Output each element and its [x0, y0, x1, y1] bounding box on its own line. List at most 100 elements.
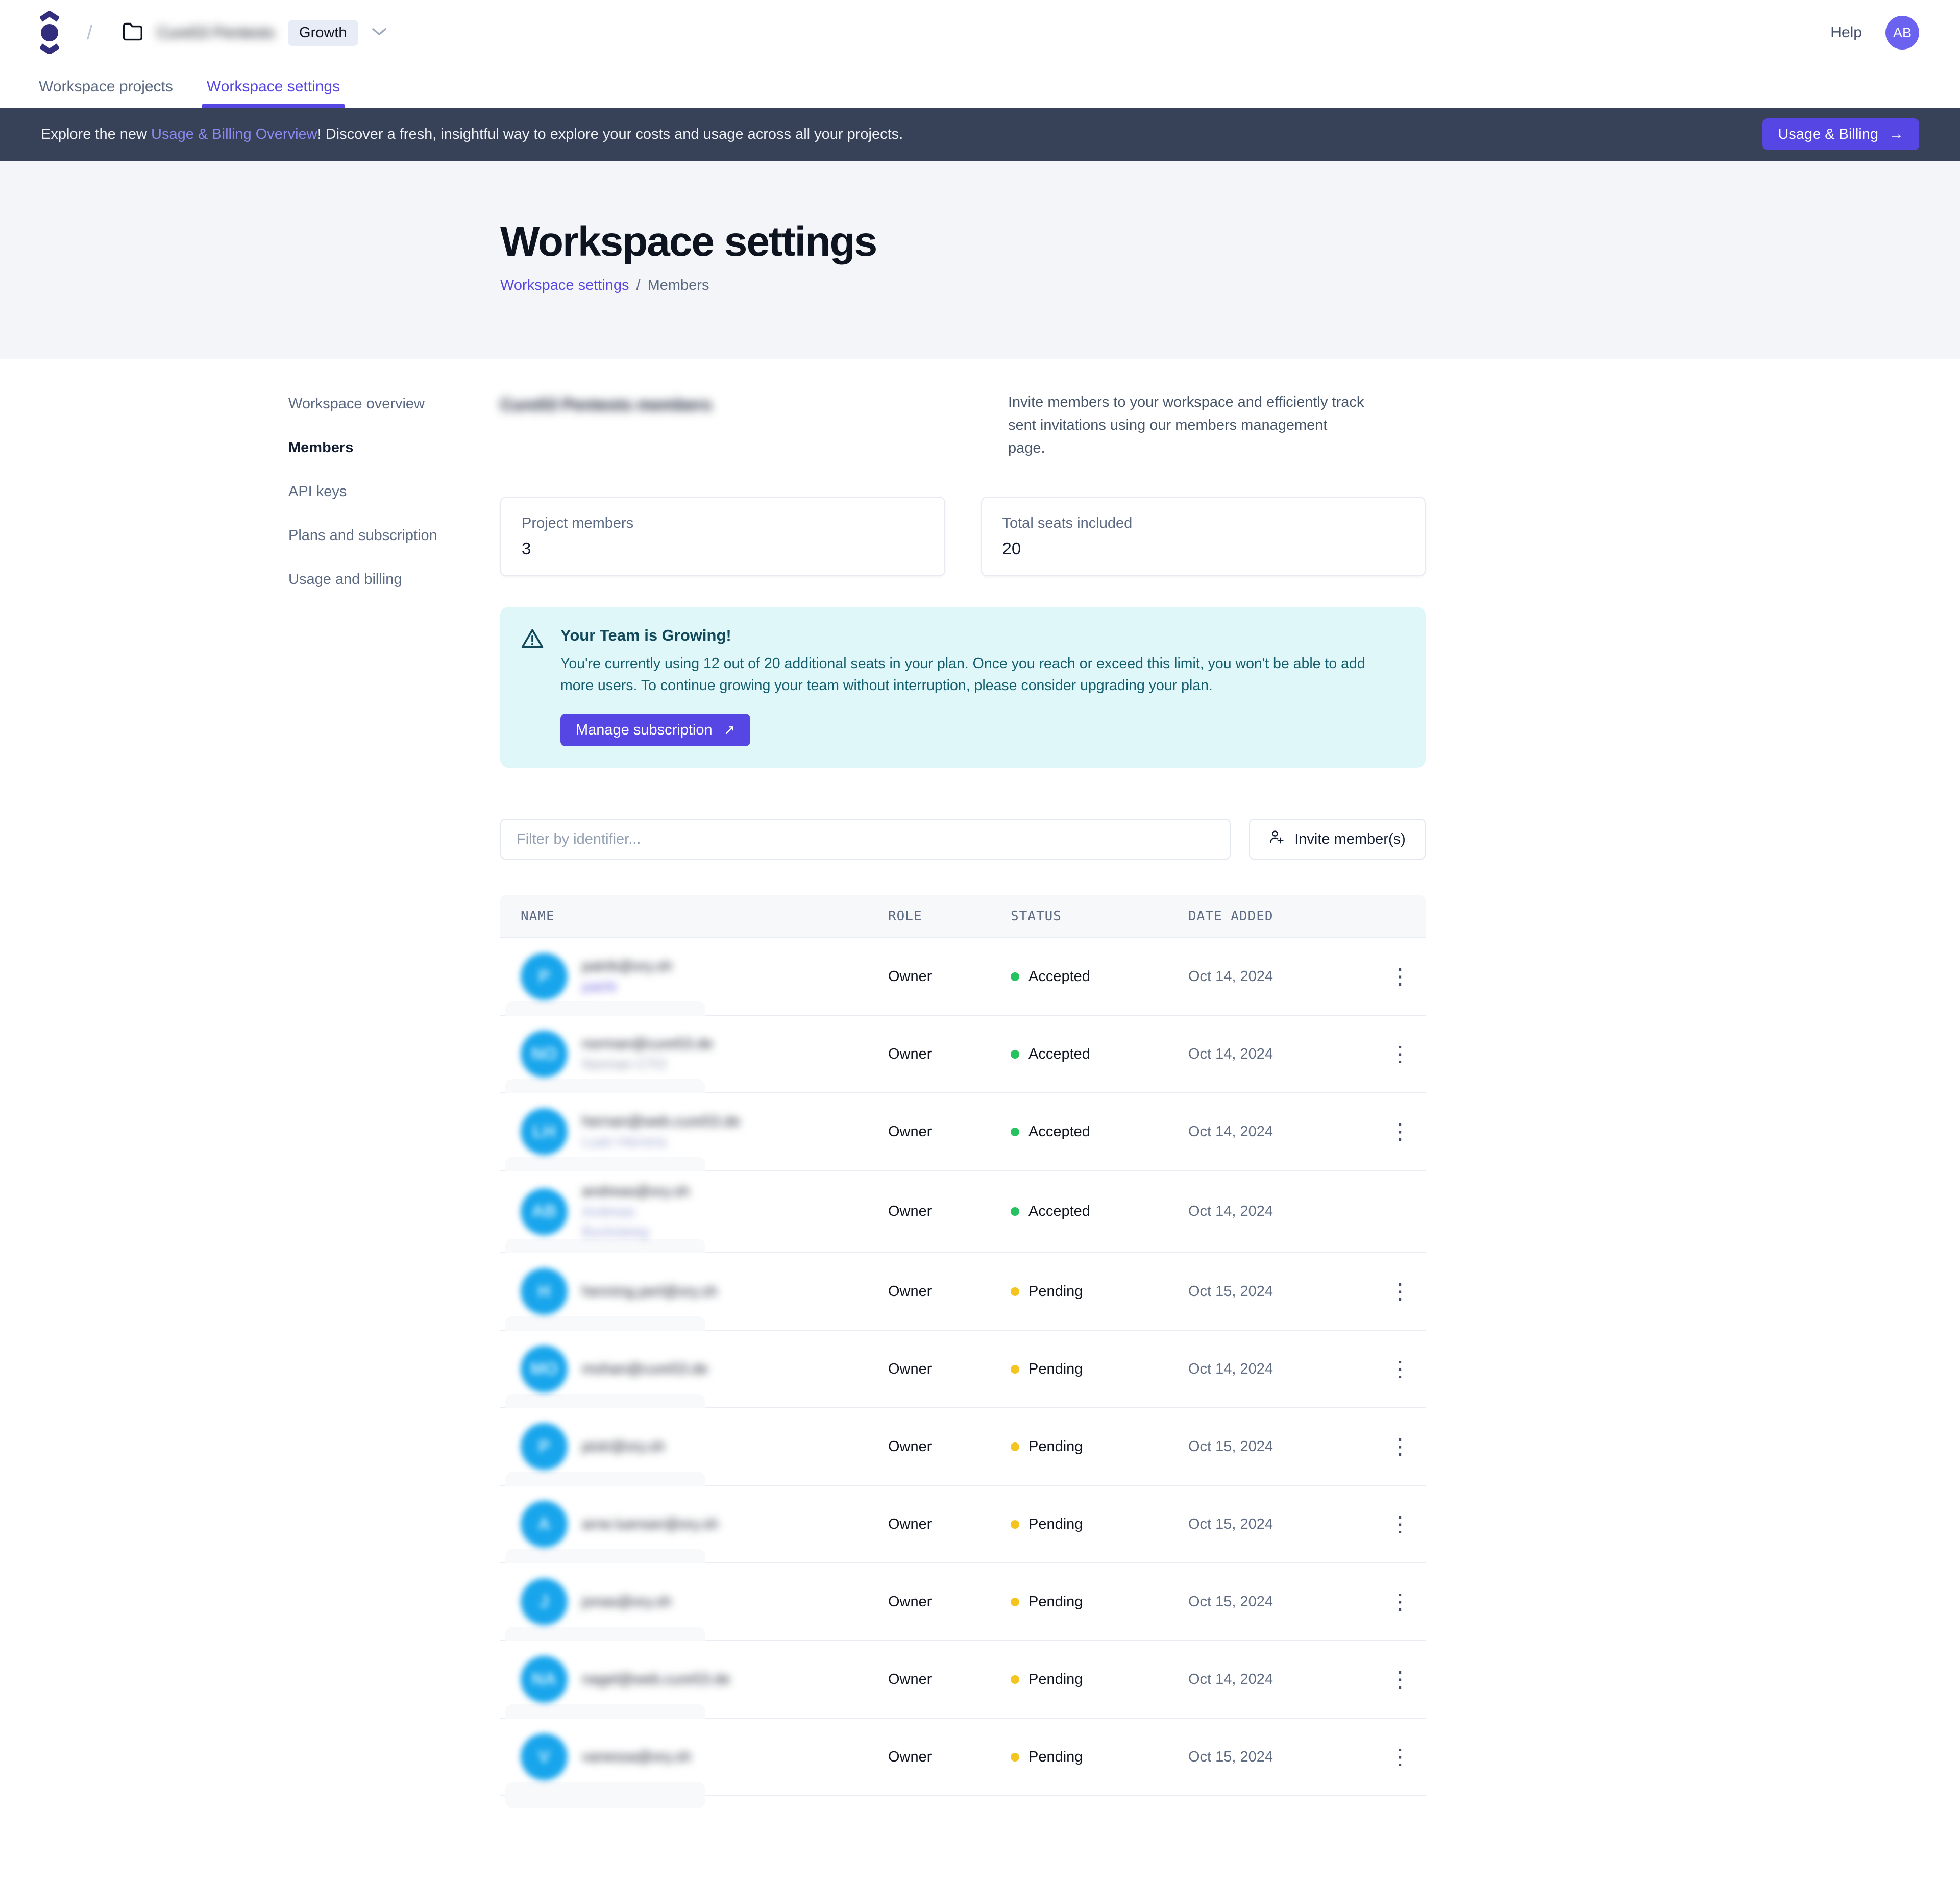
- row-menu-button[interactable]: ⋮: [1381, 964, 1419, 989]
- tab-workspace-settings[interactable]: Workspace settings: [201, 65, 346, 108]
- status-dot: [1011, 1442, 1019, 1451]
- sidebar-item-api-keys[interactable]: API keys: [288, 483, 347, 500]
- member-avatar: MO: [521, 1346, 568, 1393]
- user-avatar[interactable]: AB: [1885, 16, 1919, 50]
- member-role: Owner: [888, 968, 932, 985]
- row-menu-button[interactable]: ⋮: [1381, 1667, 1419, 1692]
- project-members-card: Project members 3: [500, 496, 945, 576]
- status-label: Accepted: [1028, 1045, 1090, 1062]
- member-date-added: Oct 15, 2024: [1188, 1438, 1273, 1455]
- card-value: 3: [522, 539, 531, 558]
- row-menu-button[interactable]: ⋮: [1381, 1041, 1419, 1067]
- column-header-date-added: DATE ADDED: [1188, 909, 1273, 924]
- member-role: Owner: [888, 1203, 932, 1220]
- member-menu-cell: ⋮: [1381, 1589, 1419, 1615]
- manage-subscription-button[interactable]: Manage subscription ↗: [560, 714, 751, 747]
- member-display-name[interactable]: Luan Herrera: [582, 1134, 666, 1150]
- member-name-cell: AB andreas@ory.sh Andreas Bucksteeg: [521, 1171, 888, 1252]
- warning-triangle-icon: [521, 626, 545, 747]
- column-header-name: NAME: [521, 909, 555, 924]
- row-menu-button[interactable]: ⋮: [1381, 1744, 1419, 1770]
- row-menu-button[interactable]: ⋮: [1381, 1279, 1419, 1304]
- settings-sidenav: Workspace overview Members API keys Plans a…: [288, 391, 470, 610]
- status-dot: [1011, 1364, 1019, 1374]
- sidebar-item-usage-and-billing[interactable]: Usage and billing: [288, 571, 402, 588]
- banner-text-suffix: ! Discover a fresh, insightful way to ex…: [317, 126, 903, 142]
- member-status: Pending: [1011, 1516, 1188, 1533]
- filter-input[interactable]: [500, 819, 1231, 860]
- invite-members-button[interactable]: Invite member(s): [1249, 819, 1426, 860]
- member-avatar: V: [521, 1733, 568, 1781]
- app-logo-icon[interactable]: [39, 10, 60, 55]
- members-page: Cure53 Pentests members Invite members t…: [500, 391, 1426, 1883]
- member-role: Owner: [888, 1671, 932, 1688]
- sidebar-item-plans-and-subscription[interactable]: Plans and subscription: [288, 527, 437, 544]
- sidebar-item-workspace-overview[interactable]: Workspace overview: [288, 395, 425, 412]
- banner-text-prefix: Explore the new: [41, 126, 152, 142]
- card-label: Project members: [522, 515, 634, 531]
- member-email: andreas@ory.sh: [582, 1183, 690, 1200]
- member-email: norman@cure53.de: [582, 1036, 713, 1053]
- workspace-switcher[interactable]: Cure53 Pentests Growth: [122, 19, 387, 46]
- member-email: mohan@cure53.de: [582, 1360, 708, 1377]
- member-display-name[interactable]: Norman CTO: [582, 1056, 667, 1072]
- member-identity: mohan@cure53.de: [582, 1361, 708, 1378]
- members-heading: Cure53 Pentests members: [500, 395, 712, 414]
- member-menu-cell: ⋮: [1381, 1511, 1419, 1537]
- plan-badge: Growth: [288, 19, 358, 46]
- status-label: Pending: [1028, 1283, 1083, 1300]
- tab-workspace-projects[interactable]: Workspace projects: [39, 78, 173, 95]
- member-menu-cell: ⋮: [1381, 1041, 1419, 1067]
- person-add-icon: [1269, 829, 1285, 849]
- usage-billing-button-label: Usage & Billing: [1778, 126, 1878, 142]
- table-row: NO norman@cure53.de Norman CTO Owner Accepte…: [500, 1016, 1426, 1106]
- member-date-added: Oct 14, 2024: [1188, 968, 1273, 985]
- usage-billing-button[interactable]: Usage & Billing →: [1762, 118, 1919, 150]
- member-date-added: Oct 14, 2024: [1188, 1203, 1273, 1220]
- row-menu-button[interactable]: ⋮: [1381, 1119, 1419, 1144]
- member-identity: jonas@ory.sh: [582, 1594, 672, 1610]
- member-date-added: Oct 15, 2024: [1188, 1593, 1273, 1610]
- chevron-down-icon: [372, 27, 387, 39]
- member-menu-cell: ⋮: [1381, 1667, 1419, 1692]
- member-role: Owner: [888, 1593, 932, 1610]
- member-name-cell: LH hernan@web.cure53.de Luan Herrera: [521, 1096, 888, 1167]
- status-dot: [1011, 1597, 1019, 1606]
- member-display-name[interactable]: Andreas: [582, 1204, 635, 1220]
- breadcrumb-link-workspace-settings[interactable]: Workspace settings: [500, 277, 629, 294]
- status-dot: [1011, 1675, 1019, 1684]
- row-menu-button[interactable]: ⋮: [1381, 1511, 1419, 1537]
- arrow-right-icon: →: [1889, 126, 1904, 142]
- member-status: Accepted: [1011, 1123, 1188, 1140]
- status-label: Pending: [1028, 1360, 1083, 1377]
- help-link[interactable]: Help: [1830, 24, 1862, 41]
- member-display-name[interactable]: patrik: [582, 979, 617, 995]
- sidebar-item-members[interactable]: Members: [288, 439, 354, 456]
- member-display-name[interactable]: Bucksteeg: [582, 1224, 649, 1240]
- row-menu-button[interactable]: ⋮: [1381, 1589, 1419, 1615]
- status-dot: [1011, 1520, 1019, 1529]
- table-row: MO mohan@cure53.de Owner Pending Oct 14, 202…: [500, 1331, 1426, 1421]
- member-role: Owner: [888, 1438, 932, 1455]
- breadcrumb-separator: /: [87, 21, 93, 44]
- members-toolbar: Invite member(s): [500, 819, 1426, 860]
- usage-billing-overview-link[interactable]: Usage & Billing Overview: [151, 126, 317, 142]
- status-label: Accepted: [1028, 1203, 1090, 1220]
- member-identity: arne.luenser@ory.sh: [582, 1516, 718, 1533]
- member-email: henning.perl@ory.sh: [582, 1283, 718, 1300]
- member-identity: vanessa@ory.sh: [582, 1749, 691, 1766]
- member-avatar: NO: [521, 1031, 568, 1078]
- member-identity: norman@cure53.de Norman CTO: [582, 1036, 713, 1072]
- member-avatar: P: [521, 953, 568, 1000]
- alert-body: You're currently using 12 out of 20 addi…: [560, 655, 1365, 694]
- member-role: Owner: [888, 1283, 932, 1300]
- row-menu-button[interactable]: ⋮: [1381, 1356, 1419, 1382]
- table-header-row: NAME ROLE STATUS DATE ADDED: [500, 895, 1426, 939]
- member-role: Owner: [888, 1123, 932, 1140]
- row-menu-button[interactable]: ⋮: [1381, 1434, 1419, 1459]
- topbar-main-row: / Cure53 Pentests Growth Help AB: [0, 0, 1960, 65]
